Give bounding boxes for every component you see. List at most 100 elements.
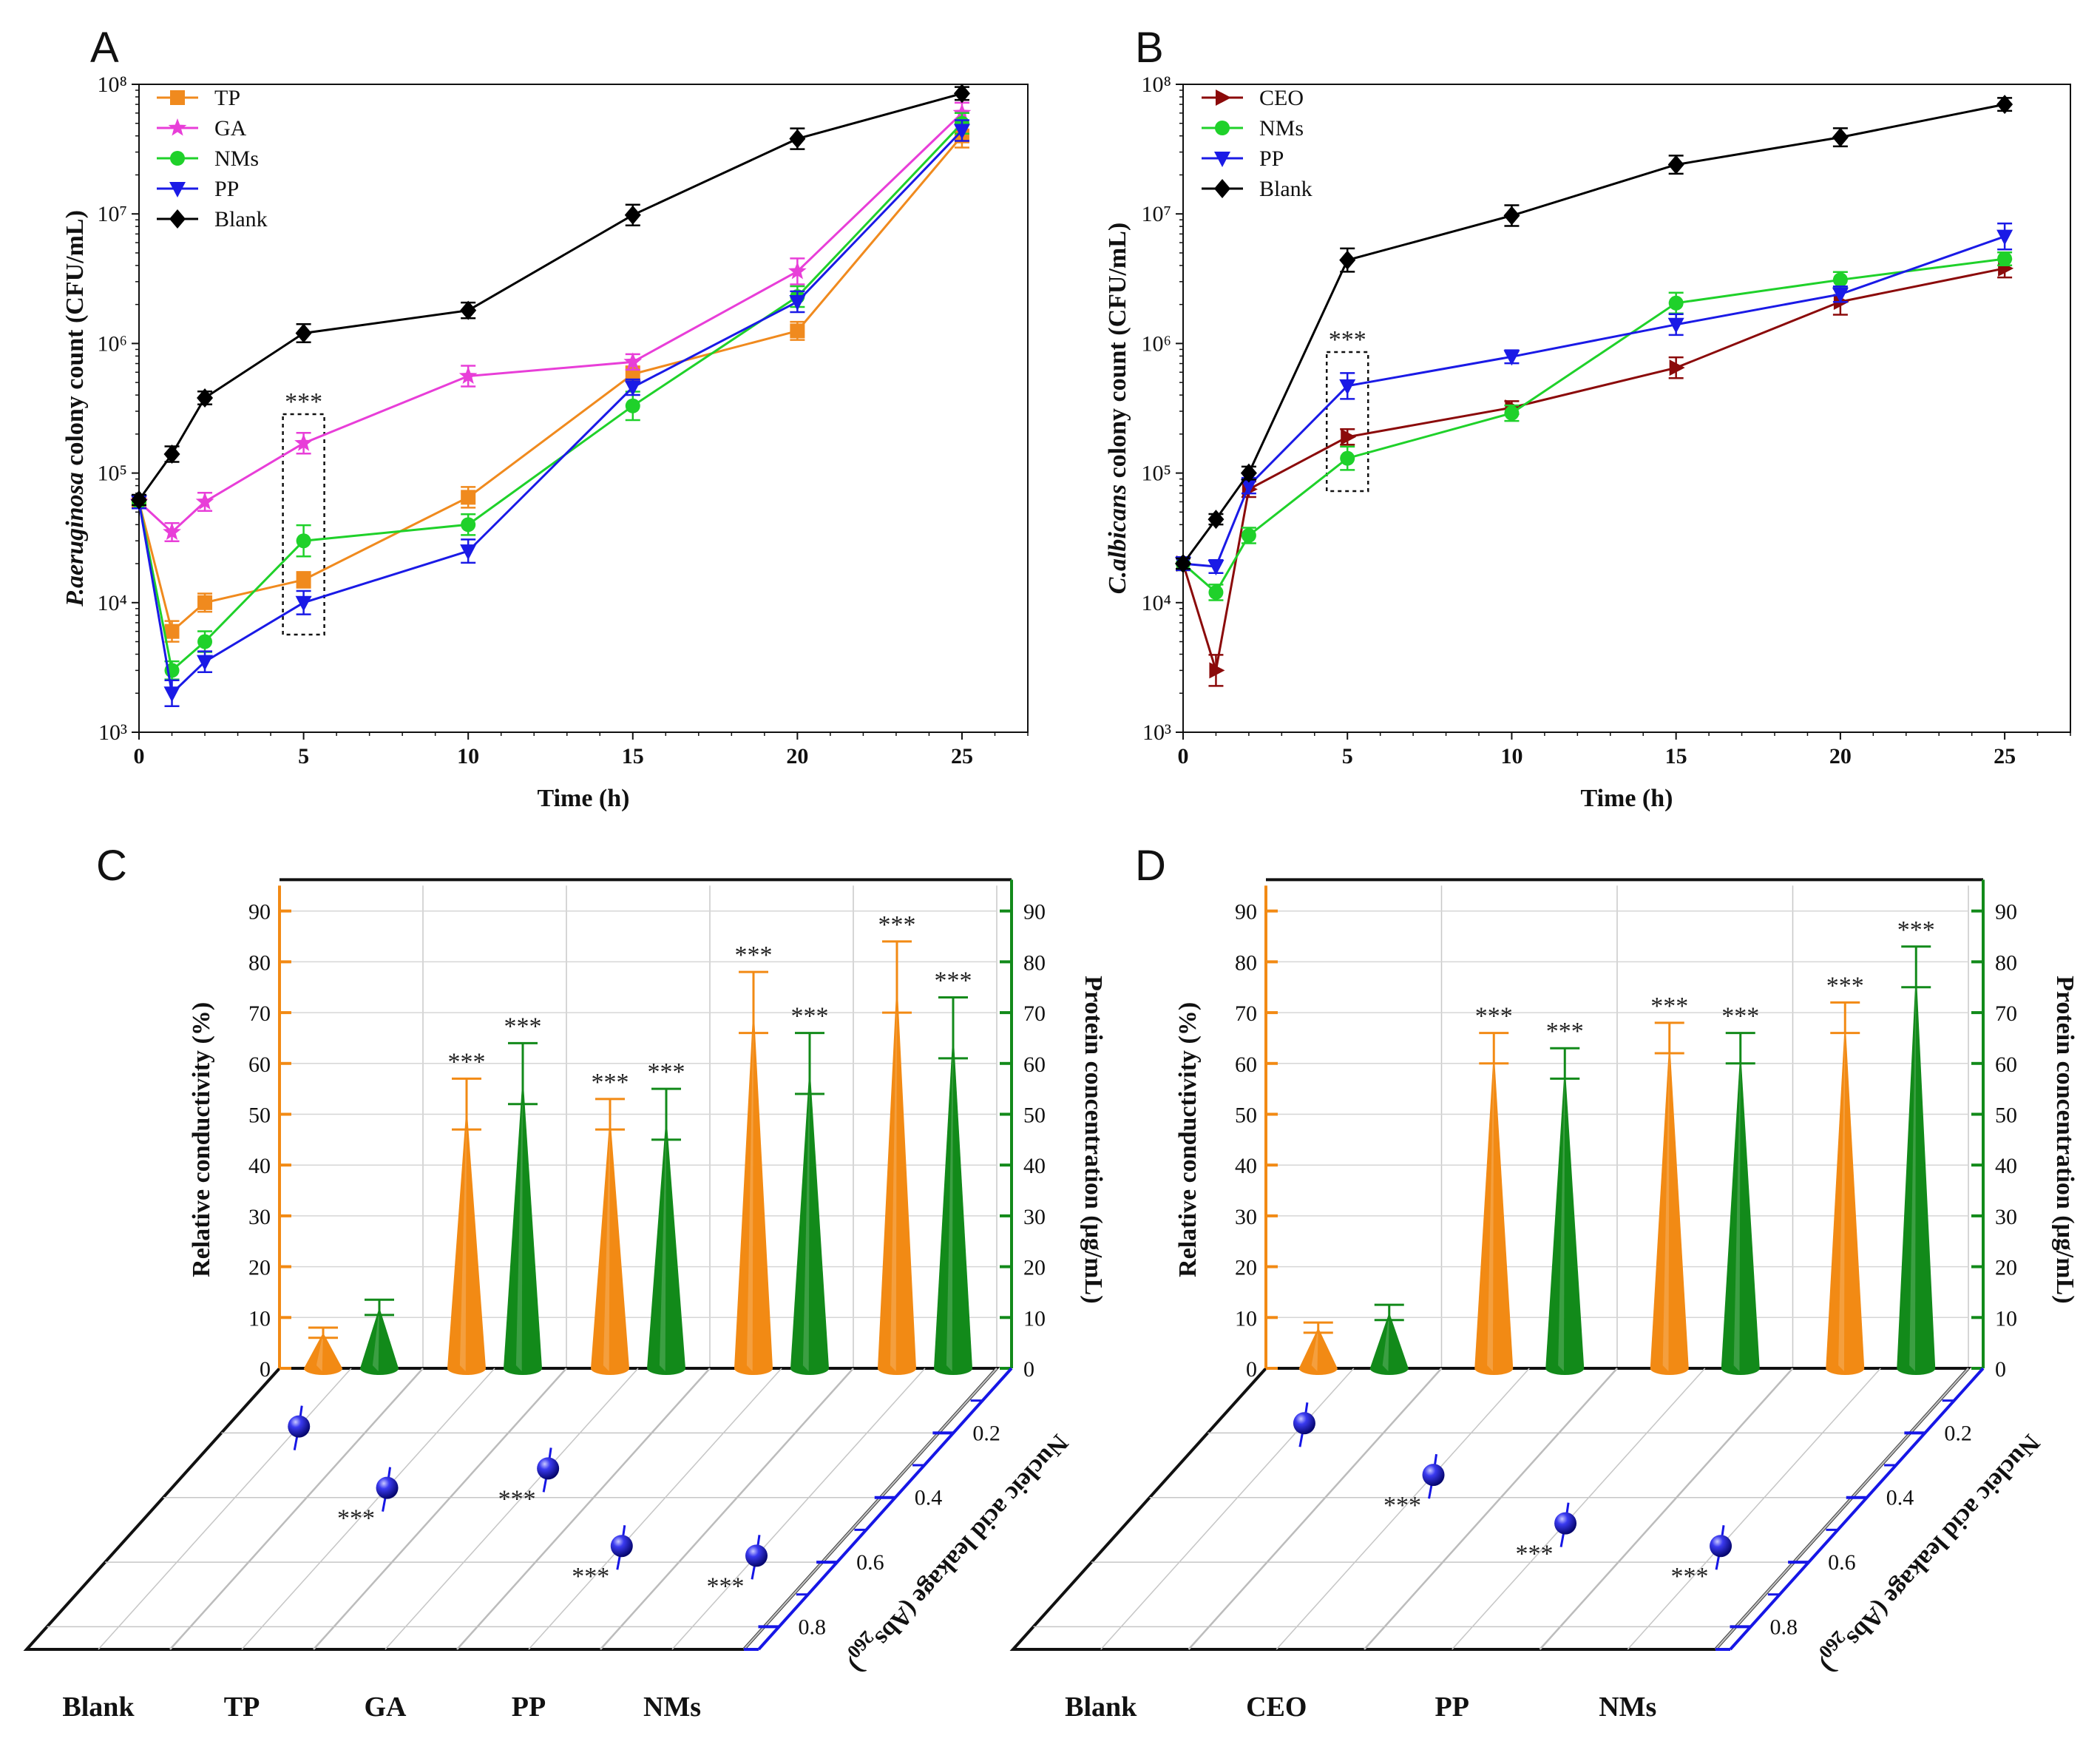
data-point [624,205,641,225]
data-point [163,444,180,464]
conductivity-cone-highlight [1838,1017,1846,1371]
y-axis-title-organism: C.albicans [1104,484,1131,594]
protein-cone [790,1063,829,1375]
right-axis-tick-label: 60 [1023,1052,1046,1077]
x-axis-title: Time (h) [538,785,630,812]
right-axis-tick-label: 50 [1995,1104,2017,1128]
depth-axis: 0.20.40.60.8 Nucleic acid leakage (Abs260… [1715,1367,2045,1679]
protein-cone-highlight [372,1307,379,1371]
left-axis-tick-label: 10 [248,1306,271,1331]
floor-grid [1627,1368,1881,1650]
y-tick-label: 10³ [1142,720,1171,745]
category-divider [743,1368,998,1650]
protein-cone-highlight [515,1073,523,1371]
y-axis-title: P.aeruginosa colony count (CFU/mL) [61,210,89,607]
depth-axis-tick-label: 0.4 [915,1486,943,1510]
data-point [131,490,147,510]
x-tick-label: 5 [1342,744,1353,768]
right-axis-tick-label: 0 [1023,1357,1034,1382]
left-axis-tick-label: 0 [1246,1357,1257,1382]
series-line [1182,257,2005,595]
conductivity-cone [878,977,916,1375]
category-label: GA [365,1692,407,1723]
protein-cone [1369,1312,1409,1375]
back-wall-grid [1265,878,1983,1369]
spheres: *** *** *** [1293,1402,1732,1590]
depth-axis-line [757,1367,1013,1651]
right-axis-tick-label: 40 [1023,1154,1046,1178]
nucleic-acid-sphere [288,1415,311,1438]
floor-grid [528,1368,782,1650]
significance-stars: *** [337,1505,375,1533]
left-axis-tick-label: 90 [248,900,271,925]
panel-label: B [1135,24,1164,72]
nucleic-acid-sphere [745,1544,768,1567]
data-point [197,388,214,408]
legend-label: GA [214,116,247,141]
conductivity-cone [304,1332,342,1375]
floor-grid [98,1368,352,1650]
data-point [1240,479,1257,495]
y-tick-label: 10⁴ [98,591,127,615]
data-point [953,84,970,104]
depth-axis-tick-label: 0.8 [799,1615,827,1639]
significance-stars: *** [572,1563,609,1590]
y-tick-label: 10⁶ [1142,331,1171,356]
significance-stars: *** [1475,1003,1513,1030]
data-point [197,595,213,610]
category-label: NMs [643,1692,701,1723]
legend: CEO NMs PP Blank [1202,86,1312,201]
significance-stars: *** [791,1003,829,1030]
significance-stars: *** [935,967,972,994]
right-axis-tick-label: 10 [1023,1306,1046,1331]
nucleic-acid-sphere [1554,1512,1577,1535]
category-divider [169,1368,424,1650]
x-tick-label: 25 [1994,744,2016,768]
series-line [1182,235,2005,568]
y-tick-label: 10⁶ [98,331,127,356]
legend-label: NMs [1259,116,1304,141]
conductivity-cone [591,1114,629,1375]
conductivity-cone-highlight [1311,1328,1318,1371]
data-point [1504,405,1520,421]
right-axis-tick-label: 10 [1995,1306,2017,1331]
y-axis-title-unit: colony count (CFU/mL) [61,210,89,472]
nucleic-acid-sphere [1710,1535,1732,1558]
data-point [624,380,641,396]
legend-marker [1214,152,1230,167]
cones: *** *** *** *** *** *** [1298,916,1936,1375]
y-tick-label: 10⁸ [98,72,127,97]
data-point [1832,287,1849,303]
significance-stars: *** [735,942,773,969]
y-tick-label: 10⁵ [1142,462,1171,486]
data-point [790,323,805,339]
legend-label: PP [1259,146,1284,171]
legend-marker [168,118,187,136]
legend-label: CEO [1259,86,1304,110]
right-axis-tick-label: 70 [1023,1001,1046,1026]
significance-stars: *** [285,388,322,416]
series-pp [1175,222,2013,575]
conductivity-cone [1650,1038,1689,1375]
data-point [195,492,214,510]
legend-label: NMs [214,146,259,171]
data-point [458,366,478,384]
legend-label: Blank [214,207,268,232]
data-point [953,124,970,140]
significance-stars: *** [648,1058,685,1086]
panel-d: D 0 10 20 30 40 50 60 70 80 90 Relative conductivit… [1009,842,2079,1723]
depth-axis-line [1729,1367,1985,1651]
floor-grid [385,1368,639,1650]
data-point [1996,95,2013,115]
significance-stars: *** [592,1069,629,1096]
series-line [1182,267,2005,671]
x-tick-label: 20 [1829,744,1852,768]
data-point [1208,584,1224,600]
protein-cone-highlight [802,1063,810,1371]
category-label: CEO [1246,1692,1307,1723]
data-point [163,522,181,540]
category-label: TP [224,1692,260,1723]
data-point [1667,317,1684,334]
category-divider [1188,1368,1443,1650]
nucleic-acid-sphere [610,1535,633,1558]
